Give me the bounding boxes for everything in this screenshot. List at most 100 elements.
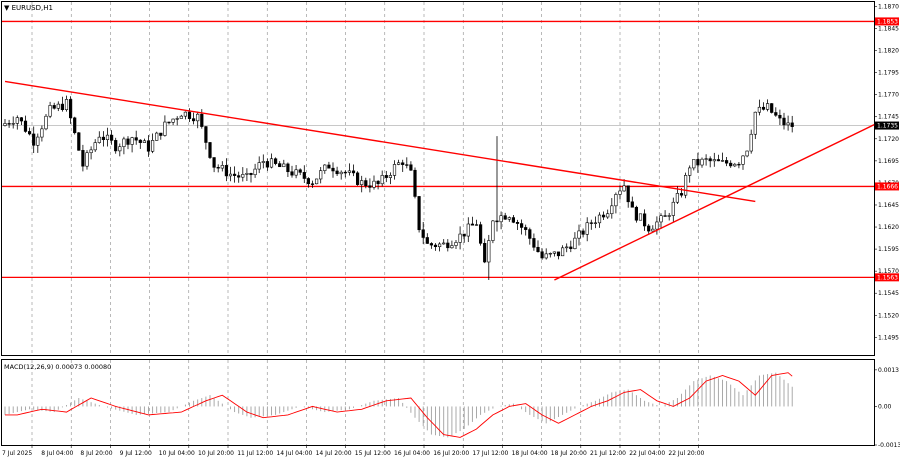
candle-body [655,221,659,230]
candle-body [245,173,249,175]
candle-body [540,251,544,259]
candle-body [241,174,245,178]
candle-body [724,160,729,164]
candle-body [499,215,503,223]
price-tick-label: 1.1595 [878,246,899,253]
level-badge: 1.1666 [877,183,898,190]
candle-body [688,167,692,176]
price-tick-label: 1.1545 [878,290,899,297]
candle-body [585,222,589,235]
candle-body [524,227,528,230]
time-tick-label: 17 Jul 12:00 [472,450,508,457]
candle-body [32,133,36,146]
candle-body [294,169,298,176]
candle-body [36,136,40,146]
candle-body [683,175,688,196]
candle-body [454,242,458,246]
candle-body [659,215,663,223]
candle-body [23,120,28,132]
candle-body [167,121,171,124]
candle-body [339,171,343,175]
candle-body [380,175,384,185]
chart-grid [31,2,699,445]
candle-body [282,163,286,168]
time-tick-label: 10 Jul 20:00 [198,450,234,457]
candle-body [478,224,483,244]
trendline [4,80,756,203]
candle-body [3,123,7,126]
candle-body [413,169,417,197]
candle-body [745,150,749,157]
candle-body [433,244,438,248]
candle-body [19,117,24,122]
candle-body [720,160,725,162]
candle-body [560,247,565,257]
candle-body [528,229,532,239]
candle-body [774,112,778,116]
time-tick-label: 14 Jul 20:00 [316,450,352,457]
candle-body [581,230,585,235]
candle-body [60,103,64,111]
candle-body [155,132,159,141]
candle-body [343,171,347,174]
candle-body [372,180,376,188]
price-tick-label: 1.1820 [878,48,899,55]
time-tick-label: 22 Jul 20:00 [668,450,704,457]
candle-body [179,115,183,119]
candle-body [364,180,368,187]
time-tick-label: 11 Jul 12:00 [237,450,273,457]
candle-body [565,246,569,249]
candle-body [52,105,56,109]
candle-body [536,246,540,253]
price-tick-label: 1.1620 [878,224,899,231]
candle-body [327,164,331,169]
candle-body [85,152,89,167]
candle-body [601,214,606,218]
candle-body [130,137,134,145]
candle-body [220,165,224,169]
time-tick-label: 9 Jul 12:00 [120,450,152,457]
candle-body [376,180,380,185]
candle-body [556,251,561,257]
time-tick-label: 14 Jul 04:00 [276,450,312,457]
candle-body [101,136,105,140]
candle-body [733,163,737,167]
candle-body [642,213,647,227]
candle-body [163,121,167,136]
price-tick-label: 1.1745 [878,114,899,121]
candle-body [470,223,475,226]
macd-label: MACD(12,26,9) 0.00073 0.00080 [4,363,111,371]
candle-body [712,159,716,162]
candle-body [626,185,630,203]
candle-body [450,245,454,249]
macd-signal-line [5,372,793,438]
price-tick-label: 1.1770 [878,92,899,99]
candle-body [544,253,548,259]
candle-body [27,131,32,135]
time-tick-label: 16 Jul 04:00 [394,450,430,457]
candle-body [519,223,524,228]
candle-body [647,225,651,232]
candle-body [761,106,766,110]
level-badge-bg [875,17,899,26]
trendline [554,124,875,281]
level-badge-bg [875,273,899,282]
candle-body [425,237,429,244]
macd-tick-label: 0.0013 [878,367,899,374]
candle-body [597,214,602,224]
candle-body [257,162,261,170]
time-tick-label: 18 Jul 20:00 [551,450,587,457]
candle-body [171,118,175,123]
candle-body [368,185,372,188]
candle-body [675,193,679,203]
candle-body [409,164,413,171]
candle-body [278,163,282,168]
price-tick-label: 1.1495 [878,334,899,341]
candle-body [503,215,507,220]
candle-body [11,123,15,125]
candle-body [331,167,335,172]
candle-body [192,118,196,122]
candle-body [216,167,220,169]
candle-body [401,162,405,165]
